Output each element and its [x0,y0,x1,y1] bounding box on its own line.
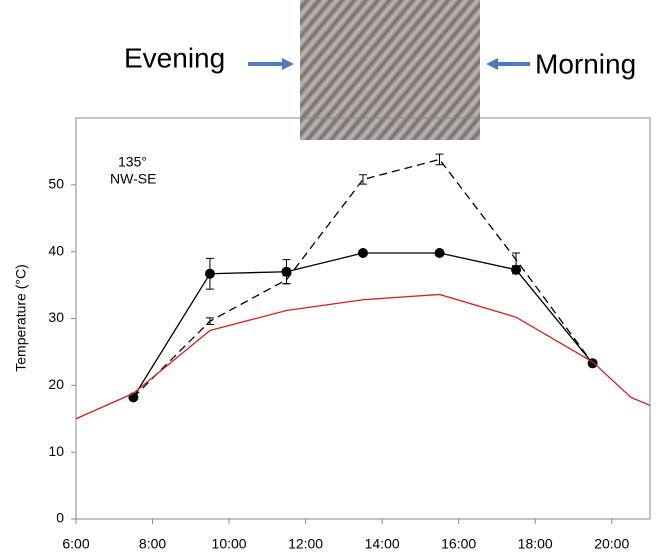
data-point [434,248,445,259]
evening-label: Evening [124,42,225,73]
x-tick-label: 14:00 [365,536,400,552]
y-tick-label: 0 [56,510,64,526]
error-bar [282,275,291,285]
x-tick-label: 18:00 [518,536,553,552]
series-line [132,252,594,398]
x-tick-label: 12:00 [288,536,323,552]
y-tick-label: 20 [48,376,64,392]
error-bar [512,252,521,267]
x-tick-label: 20:00 [594,536,629,552]
arrow-right [486,58,530,70]
annotation: NW-SE [110,171,156,187]
data-point [358,248,368,259]
x-tick-label: 8:00 [139,536,166,552]
x-tick-label: 16:00 [441,536,476,552]
arrow-left [248,58,294,70]
x-tick-label: 10:00 [212,536,247,552]
data-point [511,264,522,275]
y-tick-label: 50 [48,176,64,192]
y-axis-label: Temperature (°C) [13,264,29,372]
error-bar [359,174,367,185]
morning-label: Morning [535,48,636,79]
error-bar [205,317,214,326]
data-point [281,266,292,277]
series-line [75,293,651,420]
annotation: 135° [118,154,147,170]
surface-photo [300,0,480,140]
x-tick-label: 6:00 [62,536,89,552]
data-point [204,268,215,279]
error-bar [435,153,444,166]
y-tick-label: 40 [48,242,64,258]
y-tick-label: 30 [48,309,64,325]
y-tick-label: 10 [48,443,64,459]
